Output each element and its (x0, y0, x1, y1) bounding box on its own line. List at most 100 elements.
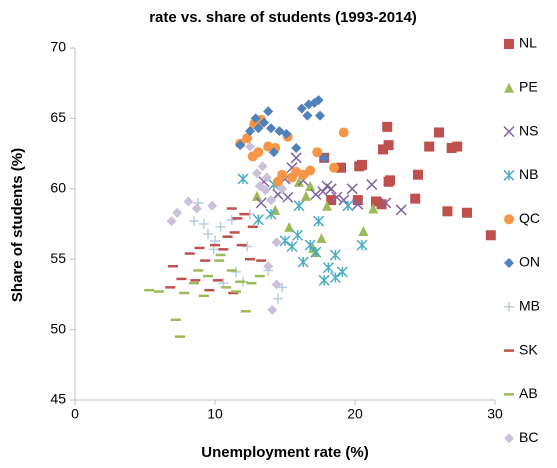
point (383, 140, 394, 151)
point (446, 142, 457, 153)
legend-label: NS (519, 122, 538, 138)
point (277, 183, 288, 194)
point (242, 241, 253, 252)
legend-marker (504, 39, 514, 49)
point (313, 215, 325, 227)
point (293, 200, 305, 212)
point (338, 127, 349, 138)
x-tick-label: 0 (71, 406, 79, 422)
x-axis-title: Unemployment rate (%) (201, 444, 369, 461)
point (226, 214, 237, 225)
point (297, 256, 309, 268)
point (259, 117, 269, 128)
point (215, 221, 226, 232)
point (442, 206, 453, 217)
point (277, 282, 288, 293)
point (273, 176, 283, 187)
x-tick-label: 20 (347, 406, 363, 422)
point (166, 216, 177, 227)
point (250, 113, 261, 124)
point (247, 151, 258, 162)
point (310, 246, 322, 258)
point (292, 229, 304, 241)
point (237, 173, 249, 185)
point (312, 147, 323, 158)
legend-label: QC (519, 210, 540, 226)
point (286, 240, 298, 253)
point (378, 144, 388, 155)
point (329, 249, 341, 261)
point (271, 237, 282, 248)
legend-marker (504, 433, 514, 444)
y-axis-title: Share of students (%) (9, 148, 26, 302)
point (281, 128, 292, 139)
point (371, 196, 381, 207)
point (203, 228, 213, 239)
point (319, 152, 330, 163)
point (191, 203, 202, 214)
point (255, 197, 267, 209)
point (317, 186, 329, 198)
y-tick-label: 70 (50, 39, 66, 55)
point (322, 262, 334, 274)
point (329, 271, 341, 284)
point (356, 239, 368, 251)
y-tick-label: 55 (50, 250, 66, 266)
chart-title: rate vs. share of students (1993-2014) (149, 9, 417, 26)
point (301, 190, 311, 201)
point (358, 226, 369, 237)
point (452, 141, 463, 152)
point (266, 123, 276, 134)
point (331, 191, 343, 203)
point (231, 266, 241, 277)
point (254, 180, 265, 191)
x-tick-label: 10 (207, 406, 223, 422)
point (315, 110, 325, 121)
point (434, 127, 444, 138)
point (336, 162, 346, 173)
point (338, 194, 350, 206)
point (252, 168, 262, 179)
legend-label: BC (519, 429, 538, 445)
point (304, 239, 316, 251)
legend-label: AB (519, 385, 538, 401)
legend-label: ON (519, 254, 540, 270)
point (329, 162, 339, 173)
point (352, 198, 364, 210)
point (310, 188, 322, 200)
point (261, 172, 272, 183)
point (413, 169, 423, 180)
point (257, 161, 268, 172)
point (189, 216, 199, 227)
point (198, 219, 209, 229)
point (380, 197, 392, 209)
point (316, 233, 327, 244)
point (424, 141, 435, 152)
point (382, 121, 393, 132)
point (462, 207, 472, 218)
point (267, 304, 278, 315)
point (207, 200, 218, 211)
point (263, 106, 274, 117)
point (395, 204, 407, 216)
point (318, 274, 330, 286)
point (279, 235, 291, 247)
legend-marker (504, 258, 514, 268)
point (291, 142, 302, 153)
point (352, 195, 363, 206)
point (485, 230, 496, 241)
y-tick-label: 50 (50, 320, 66, 336)
point (342, 200, 354, 212)
point (376, 199, 387, 210)
point (253, 123, 264, 134)
point (366, 179, 378, 191)
point (282, 191, 294, 203)
legend-marker (504, 214, 514, 225)
x-tick-label: 30 (487, 406, 503, 422)
point (273, 293, 283, 304)
point (294, 176, 304, 187)
legend-label: PE (519, 79, 538, 95)
legend-label: SK (519, 341, 538, 357)
point (336, 266, 348, 278)
